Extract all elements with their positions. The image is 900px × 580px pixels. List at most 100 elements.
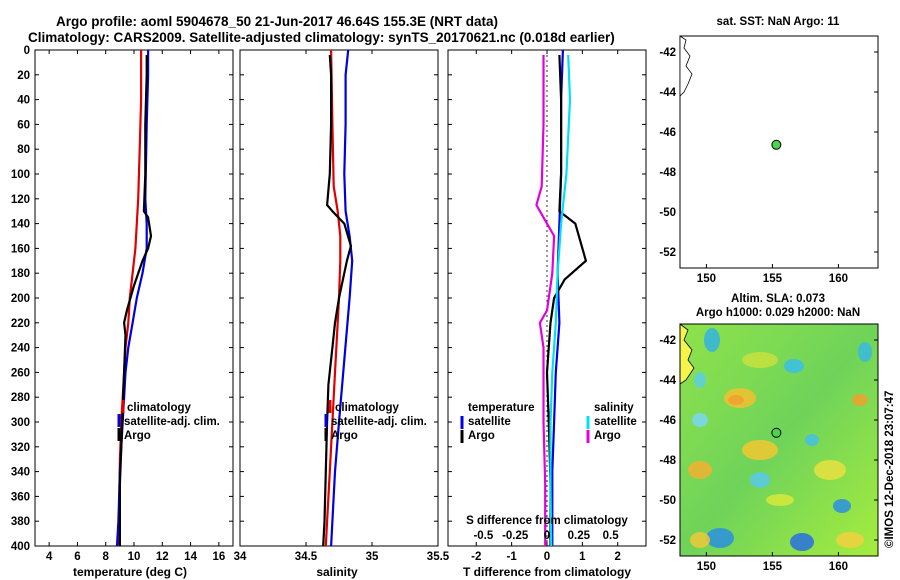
map-y-tick-label: -48 [659,455,676,467]
sla-anomaly-patch [858,342,872,362]
y-tick-label: 60 [17,119,30,131]
sla-map-title-1: Altim. SLA: 0.073 [731,293,825,305]
sla-anomaly-patch [742,440,778,460]
y-tick-label: 360 [11,491,30,503]
diff-legend-sal-argo: Argo [594,430,621,442]
diff-temp-argo-line [545,54,588,546]
s-diff-tick-label: 0.25 [568,530,591,542]
diff-sal-satellite-line [549,54,572,547]
y-tick-label: 320 [11,442,30,454]
x-tick-label: 14 [184,551,197,563]
map-x-tick-label: 160 [829,561,848,573]
x-tick-label: -1 [507,551,518,563]
sst-map-title: sat. SST: NaN Argo: 11 [717,16,841,28]
temp-argo-line [118,55,153,546]
sst-map-frame [679,35,879,269]
sla-map-argo-marker [771,427,782,438]
y-tick-label: 260 [11,367,30,379]
difference-plot-frame [447,49,647,547]
sal-legend-climatology: climatology [335,402,400,414]
sla-anomaly-patch [694,372,706,388]
map-x-tick-label: 155 [763,561,783,573]
sst-map-argo-marker [771,139,782,150]
map-x-tick-label: 150 [697,273,716,285]
x-tick-label: 16 [212,551,225,563]
x-tick-label: 6 [74,551,80,563]
temperature-x-label: temperature (deg C) [73,565,187,579]
temperature-plot-frame [34,49,234,547]
y-tick-label: 20 [17,70,30,82]
sla-map-field [688,328,872,551]
map-y-tick-label: -52 [659,535,676,547]
y-tick-label: 100 [11,169,30,181]
t-difference-x-label: T difference from climatology [463,565,631,579]
s-diff-tick-label: 0 [544,530,550,542]
x-tick-label: 10 [128,551,141,563]
sla-anomaly-patch [690,532,710,548]
x-tick-label: 1 [579,551,586,563]
legend-argo: Argo [124,430,151,442]
map-y-tick-label: -50 [659,207,676,219]
diff-legend-temp-satellite: satellite [468,416,511,428]
map-y-tick-label: -48 [659,167,676,179]
x-tick-label: 35 [366,551,379,563]
difference-panel: -2 -1 0 1 2 -0.5 -0.25 0 0.25 0.5 T difference fr… [447,49,647,579]
legend-climatology: climatology [127,402,192,414]
y-tick-label: 160 [11,243,30,255]
s-difference-label: S difference from climatology [466,515,628,527]
x-tick-label: 34 [234,551,247,563]
s-diff-tick-label: 0.5 [603,530,620,542]
sla-anomaly-patch [750,472,770,488]
sla-anomaly-patch [814,460,846,480]
map-y-tick-label: -52 [659,247,676,259]
y-tick-label: 80 [17,144,30,156]
salinity-x-label: salinity [316,565,358,579]
sst-map-coastline [679,35,693,97]
map-y-tick-label: -44 [659,87,676,99]
y-tick-label: 120 [11,194,30,206]
y-tick-label: 240 [11,343,30,355]
y-tick-label: 300 [11,417,30,429]
y-tick-label: 40 [17,95,30,107]
x-tick-label: 0 [544,551,550,563]
sla-anomaly-patch [728,395,744,405]
y-tick-label: 280 [11,392,30,404]
x-tick-label: 8 [103,551,110,563]
sal-legend-argo: Argo [331,430,358,442]
diff-legend-temp-header: temperature [468,402,534,414]
y-tick-label: 200 [11,293,30,305]
title-line-1: Argo profile: aoml 5904678_50 21-Jun-201… [56,14,498,29]
map-y-tick-label: -42 [659,335,676,347]
y-tick-label: 180 [11,268,30,280]
y-tick-label: 340 [11,467,30,479]
sla-map: Altim. SLA: 0.073 Argo h1000: 0.029 h200… [659,293,879,573]
y-tick-label: 380 [11,516,30,528]
sla-map-title-2: Argo h1000: 0.029 h2000: NaN [696,307,860,319]
sla-anomaly-patch [692,413,708,427]
s-diff-tick-label: -0.5 [473,530,493,542]
difference-legend: temperature satellite Argo salinity sate… [460,402,637,443]
y-tick-label: 400 [11,541,30,553]
s-diff-tick-label: -0.25 [502,530,529,542]
map-y-tick-label: -46 [659,415,676,427]
sla-map-frame [679,323,879,557]
x-tick-label: 2 [615,551,621,563]
diff-legend-sal-satellite: satellite [594,416,637,428]
sla-anomaly-patch [790,533,814,551]
diff-sal-argo-line [535,55,556,546]
title-line-2: Climatology: CARS2009. Satellite-adjuste… [28,30,615,45]
salinity-panel: 34 34.5 35 35.5 salinity climatology satell… [234,49,450,579]
x-tick-label: 35.5 [427,551,450,563]
sla-anomaly-patch [833,499,851,513]
sal-legend-satellite-adj: satellite-adj. clim. [331,416,427,428]
sla-anomaly-patch [742,352,778,368]
y-tick-label: 220 [11,318,30,330]
map-x-tick-label: 160 [829,273,848,285]
map-y-tick-label: -44 [659,375,676,387]
x-tick-label: -2 [471,551,481,563]
sla-anomaly-patch [784,359,804,373]
sla-anomaly-patch [704,328,720,352]
map-x-tick-label: 155 [763,273,783,285]
y-tick-label: 0 [24,45,30,57]
map-y-tick-label: -50 [659,495,676,507]
